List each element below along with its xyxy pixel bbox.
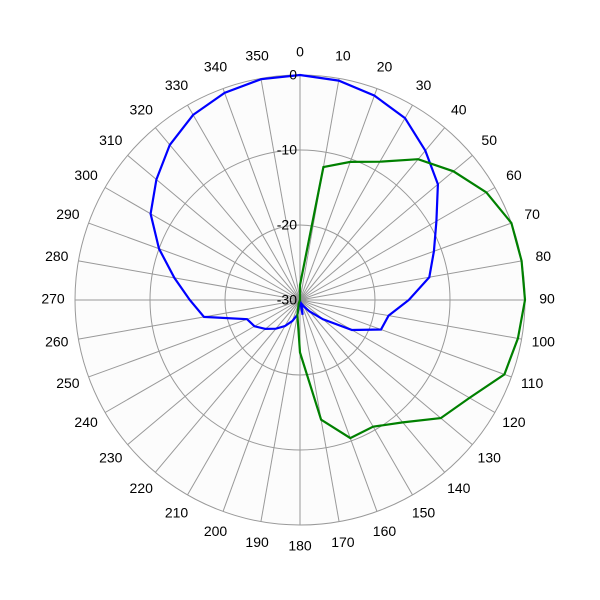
spoke-line — [299, 104, 413, 301]
angle-label: 300 — [74, 167, 98, 183]
spoke-line — [299, 222, 512, 301]
spoke-line — [104, 299, 301, 413]
spoke-line — [187, 299, 301, 496]
spoke-line — [299, 299, 413, 496]
spoke-line — [222, 299, 301, 512]
r-tick-label: -30 — [277, 292, 297, 308]
ring-line — [224, 224, 376, 376]
angle-label: 330 — [165, 77, 189, 93]
spoke-line — [299, 299, 473, 446]
spoke-line — [299, 299, 512, 378]
r-tick-label: 0 — [289, 67, 297, 83]
angle-label: 270 — [41, 291, 65, 307]
angle-label: 350 — [245, 47, 269, 63]
angle-label: 160 — [373, 523, 397, 539]
angle-label: 60 — [506, 167, 522, 183]
angle-label: 110 — [521, 375, 544, 391]
spoke-line — [299, 127, 446, 301]
angle-label: 240 — [74, 414, 98, 430]
angle-label: 230 — [99, 449, 123, 465]
ring-line — [149, 149, 451, 451]
angle-label: 70 — [524, 206, 540, 222]
angle-label: 120 — [502, 414, 526, 430]
angle-label: 130 — [478, 449, 502, 465]
angle-label: 170 — [331, 534, 355, 550]
angle-label: 180 — [288, 538, 312, 554]
spoke-line — [78, 299, 301, 340]
angle-label: 150 — [412, 505, 436, 521]
series-line — [296, 158, 527, 440]
angle-label: 50 — [481, 132, 497, 148]
angle-label: 100 — [532, 334, 556, 350]
angle-label: 340 — [204, 59, 228, 75]
r-tick-label: -10 — [277, 142, 297, 158]
spoke-line — [127, 299, 301, 446]
angle-label: 190 — [245, 534, 269, 550]
spoke-line — [154, 127, 301, 301]
angle-label: 260 — [45, 334, 69, 350]
spoke-line — [88, 299, 301, 378]
angle-label: 20 — [377, 59, 393, 75]
angle-label: 30 — [416, 77, 432, 93]
angle-label: 320 — [130, 101, 154, 117]
spoke-line — [88, 222, 301, 301]
angle-label: 200 — [204, 523, 228, 539]
spoke-line — [299, 187, 496, 301]
angle-label: 40 — [451, 101, 467, 117]
spoke-line — [299, 154, 473, 301]
spoke-line — [260, 299, 301, 522]
spoke-line — [260, 78, 301, 301]
angle-label: 80 — [535, 248, 551, 264]
angle-label: 280 — [45, 248, 69, 264]
angle-label: 310 — [99, 132, 123, 148]
angle-label: 290 — [56, 206, 80, 222]
spoke-line — [104, 187, 301, 301]
spoke-line — [187, 104, 301, 301]
spoke-line — [299, 299, 378, 512]
spoke-line — [299, 260, 522, 301]
angle-label: 220 — [130, 480, 154, 496]
spoke-line — [299, 88, 378, 301]
spoke-line — [222, 88, 301, 301]
angle-label: 10 — [335, 47, 351, 63]
angle-label: 140 — [447, 480, 471, 496]
spoke-line — [299, 299, 340, 522]
spoke-line — [299, 299, 522, 340]
spoke-line — [78, 260, 301, 301]
angle-label: 250 — [56, 375, 80, 391]
spoke-line — [299, 299, 496, 413]
angle-label: 210 — [165, 505, 189, 521]
spoke-line — [299, 299, 446, 473]
angle-label: 0 — [296, 44, 304, 60]
r-tick-label: -20 — [277, 217, 297, 233]
angle-label: 90 — [539, 291, 555, 307]
